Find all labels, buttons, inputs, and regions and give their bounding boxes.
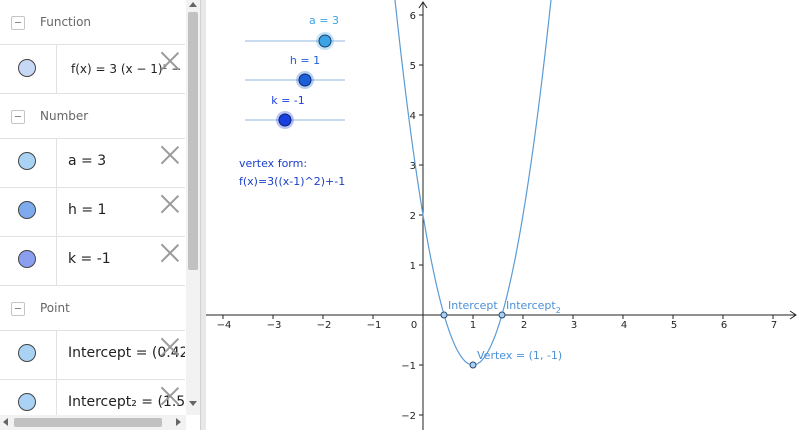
delete-icon[interactable] bbox=[161, 338, 179, 356]
y-tick-label: 4 bbox=[410, 111, 416, 122]
number-a-value[interactable]: a = 3 bbox=[68, 153, 107, 169]
point-intercept2-label: Intercept2 bbox=[506, 299, 561, 315]
marble-column bbox=[0, 187, 57, 236]
x-tick-label: 1 bbox=[470, 320, 476, 331]
group-label-function: Function bbox=[40, 15, 92, 29]
y-tick-label: 1 bbox=[410, 261, 416, 272]
function-f-definition[interactable]: f(x) = 3 (x − 1)² − 1 bbox=[71, 62, 185, 76]
visibility-marble-icon[interactable] bbox=[18, 59, 36, 77]
algebra-item-intercept[interactable]: Intercept = (0.42, 0) bbox=[0, 330, 185, 380]
point-intercept2-value[interactable]: Intercept₂ = (1.58, 0) bbox=[68, 394, 185, 410]
algebra-item-function-f[interactable]: f(x) = 3 (x − 1)² − 1 bbox=[0, 44, 185, 94]
point-intercept[interactable] bbox=[440, 311, 448, 319]
point-intercept-label: Intercept bbox=[448, 299, 498, 312]
vertex-form-text[interactable]: vertex form: f(x)=3((x-1)^2)+-1 bbox=[239, 157, 345, 188]
collapse-toggle-icon[interactable] bbox=[11, 302, 25, 316]
scroll-right-arrow-icon[interactable] bbox=[176, 418, 181, 426]
visibility-marble-icon[interactable] bbox=[18, 393, 36, 411]
y-tick-label: 5 bbox=[410, 61, 416, 72]
point-intercept2[interactable] bbox=[498, 311, 506, 319]
x-tick-label: 7 bbox=[771, 320, 777, 331]
algebra-view: Function f(x) = 3 (x − 1)² − 1 Number a … bbox=[0, 0, 200, 430]
algebra-item-k[interactable]: k = -1 bbox=[0, 236, 185, 286]
algebra-item-a[interactable]: a = 3 bbox=[0, 138, 185, 188]
y-axis-arrow-icon bbox=[418, 1, 428, 9]
vertex-form-caption: vertex form: bbox=[239, 157, 307, 170]
point-intercept2-name: Intercept bbox=[506, 299, 556, 312]
y-tick-label: 6 bbox=[410, 11, 416, 22]
point-vertex-label: Vertex = (1, -1) bbox=[477, 349, 562, 362]
group-label-number: Number bbox=[40, 109, 89, 123]
slider-k-knob[interactable] bbox=[278, 113, 292, 127]
slider-a[interactable]: a = 3 bbox=[245, 14, 345, 50]
algebra-list: Function f(x) = 3 (x − 1)² − 1 Number a … bbox=[0, 0, 185, 415]
marble-column bbox=[0, 138, 57, 187]
slider-k-label: k = -1 bbox=[271, 94, 305, 107]
visibility-marble-icon[interactable] bbox=[18, 201, 36, 219]
scroll-left-arrow-icon[interactable] bbox=[3, 418, 8, 426]
x-tick-label: 4 bbox=[621, 320, 627, 331]
x-tick-label: 6 bbox=[721, 320, 727, 331]
slider-h-label: h = 1 bbox=[290, 54, 320, 67]
slider-k[interactable]: k = -1 bbox=[245, 94, 345, 129]
visibility-marble-icon[interactable] bbox=[18, 344, 36, 362]
delete-icon[interactable] bbox=[161, 244, 179, 262]
delete-icon[interactable] bbox=[161, 195, 179, 213]
x-tick-label: 3 bbox=[571, 320, 577, 331]
marble-column bbox=[0, 330, 57, 379]
marble-column bbox=[0, 379, 57, 415]
y-tick-label: −1 bbox=[401, 361, 416, 372]
delete-icon[interactable] bbox=[161, 146, 179, 164]
scroll-down-arrow-icon[interactable] bbox=[189, 401, 197, 406]
visibility-marble-icon[interactable] bbox=[18, 152, 36, 170]
x-tick-label: 5 bbox=[671, 320, 677, 331]
algebra-vertical-scrollbar[interactable] bbox=[186, 0, 200, 415]
point-vertex[interactable] bbox=[469, 361, 477, 369]
group-header-function[interactable]: Function bbox=[0, 0, 185, 45]
marble-column bbox=[0, 44, 57, 93]
slider-group: a = 3 h = 1 k = -1 bbox=[245, 14, 345, 129]
graphics-canvas[interactable]: −4 −3 −2 −1 0 1 2 3 4 5 6 7 −2 −1 1 2 3 … bbox=[206, 0, 800, 430]
scroll-up-arrow-icon[interactable] bbox=[189, 2, 197, 7]
x-tick-labels: −4 −3 −2 −1 0 1 2 3 4 5 6 7 bbox=[217, 320, 778, 331]
y-tick-label: 3 bbox=[410, 161, 416, 172]
number-h-value[interactable]: h = 1 bbox=[68, 202, 107, 218]
slider-a-label: a = 3 bbox=[309, 14, 339, 27]
point-intercept-value[interactable]: Intercept = (0.42, 0) bbox=[68, 345, 185, 361]
scrollbar-thumb[interactable] bbox=[14, 418, 162, 427]
x-axis-arrow-icon bbox=[789, 310, 797, 320]
algebra-item-intercept2[interactable]: Intercept₂ = (1.58, 0) bbox=[0, 379, 185, 415]
scrollbar-thumb[interactable] bbox=[188, 12, 198, 270]
algebra-horizontal-scrollbar[interactable] bbox=[0, 415, 186, 430]
point-intercept2-subscript: 2 bbox=[556, 306, 561, 315]
collapse-toggle-icon[interactable] bbox=[11, 110, 25, 124]
y-tick-label: 2 bbox=[410, 211, 416, 222]
number-k-value[interactable]: k = -1 bbox=[68, 251, 111, 267]
group-label-point: Point bbox=[40, 301, 70, 315]
x-tick-label: 2 bbox=[521, 320, 527, 331]
x-tick-label: 0 bbox=[411, 320, 417, 331]
y-tick-label: −2 bbox=[401, 411, 416, 422]
graphics-view[interactable]: −4 −3 −2 −1 0 1 2 3 4 5 6 7 −2 −1 1 2 3 … bbox=[206, 0, 800, 430]
visibility-marble-icon[interactable] bbox=[18, 250, 36, 268]
group-header-number[interactable]: Number bbox=[0, 94, 185, 139]
collapse-toggle-icon[interactable] bbox=[11, 16, 25, 30]
algebra-item-h[interactable]: h = 1 bbox=[0, 187, 185, 237]
group-header-point[interactable]: Point bbox=[0, 286, 185, 331]
x-tick-label: −4 bbox=[217, 320, 232, 331]
x-tick-label: −1 bbox=[367, 320, 382, 331]
x-tick-label: −2 bbox=[317, 320, 332, 331]
x-tick-label: −3 bbox=[267, 320, 282, 331]
delete-icon[interactable] bbox=[161, 387, 179, 405]
delete-icon[interactable] bbox=[161, 52, 179, 70]
vertex-form-equation: f(x)=3((x-1)^2)+-1 bbox=[239, 175, 345, 188]
points: Intercept Intercept2 Vertex = (1, -1) bbox=[440, 299, 562, 369]
marble-column bbox=[0, 236, 57, 285]
slider-h-knob[interactable] bbox=[298, 73, 312, 87]
slider-h[interactable]: h = 1 bbox=[245, 54, 345, 89]
y-tick-labels: −2 −1 1 2 3 4 5 6 bbox=[401, 11, 416, 422]
view-divider[interactable] bbox=[200, 0, 206, 430]
slider-a-knob[interactable] bbox=[318, 34, 332, 48]
